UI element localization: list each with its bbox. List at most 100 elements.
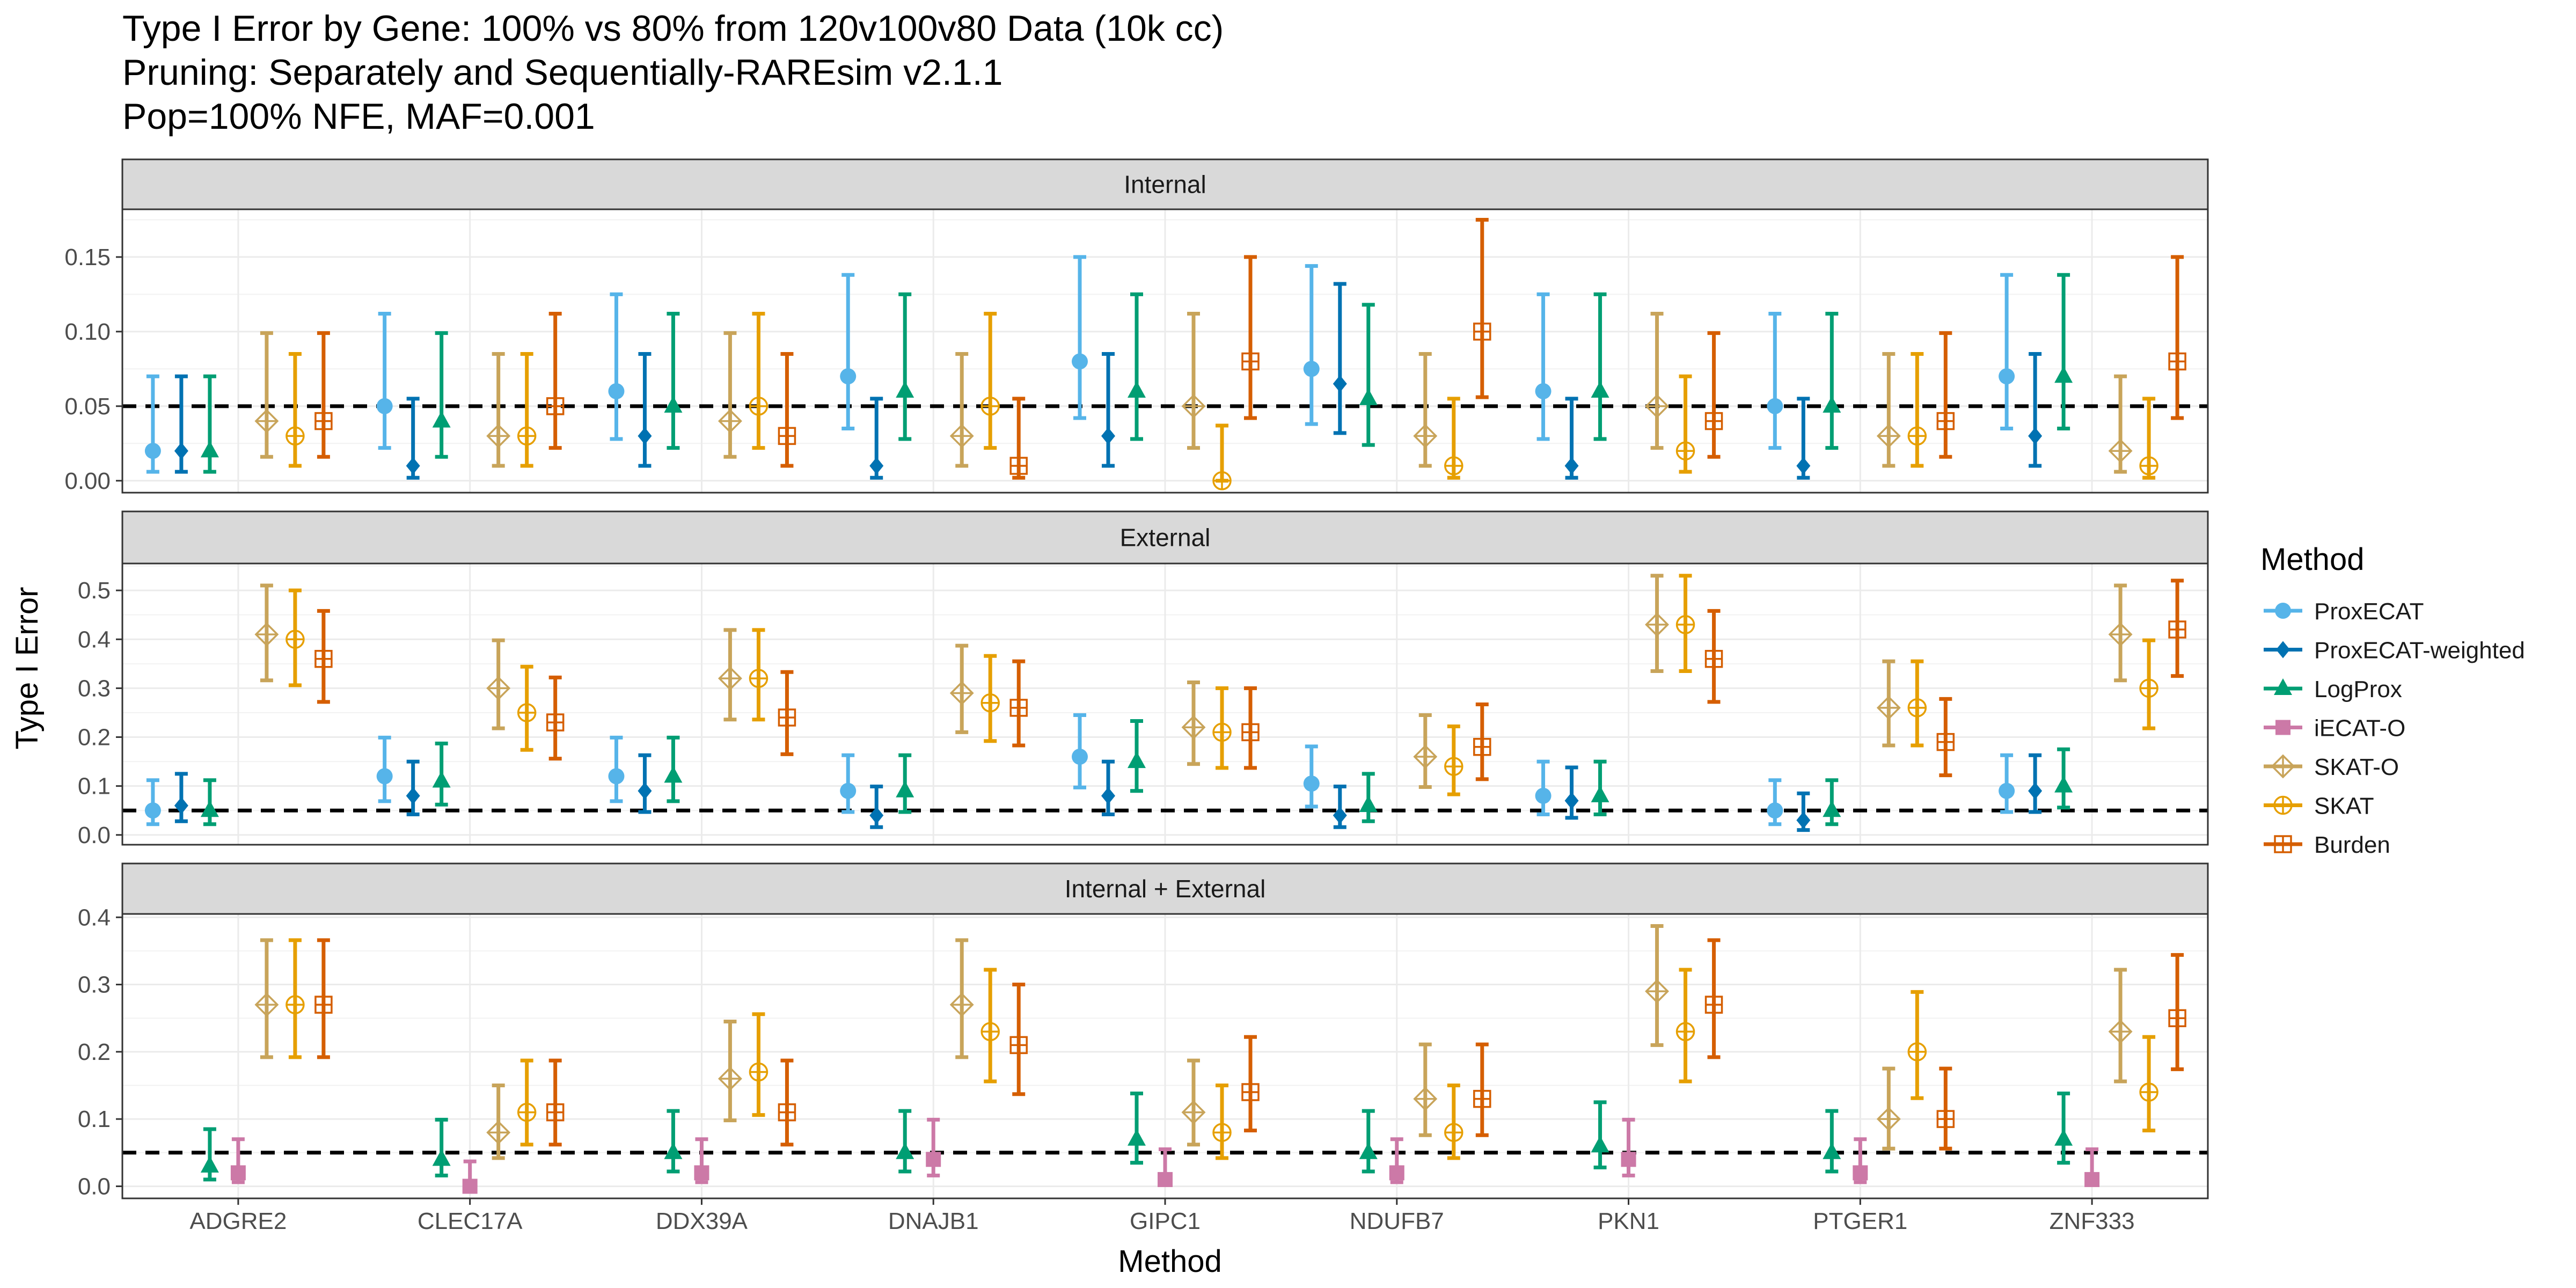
data-point <box>432 771 451 788</box>
data-point <box>980 693 1000 713</box>
series-skat-o <box>254 312 2133 474</box>
data-point <box>230 1165 246 1181</box>
data-point <box>486 676 511 700</box>
data-point <box>980 1022 1000 1042</box>
legend-item: LogProx <box>2264 676 2402 702</box>
data-point <box>664 396 683 413</box>
data-point <box>608 768 625 785</box>
legend-item: ProxECAT-weighted <box>2264 638 2525 664</box>
legend-key-symbol <box>2274 678 2292 695</box>
data-point <box>949 992 974 1017</box>
data-point <box>432 411 451 428</box>
data-point <box>1128 381 1146 398</box>
data-point <box>1241 723 1260 742</box>
y-tick-label: 0.2 <box>78 724 111 751</box>
data-point <box>2139 456 2158 475</box>
legend-item-label: ProxECAT <box>2314 598 2424 625</box>
legend-item-label: Burden <box>2314 832 2390 858</box>
y-tick-label: 0.15 <box>64 244 111 270</box>
legend-title: Method <box>2260 542 2364 577</box>
facet-panel-2: External 0.0 0.1 0.2 0.3 0.4 0.5 <box>78 510 2209 848</box>
legend-key-symbol <box>2275 720 2290 735</box>
data-point <box>1621 1152 1636 1167</box>
data-point <box>2054 366 2073 383</box>
series-logprox <box>200 1092 2073 1182</box>
data-point <box>546 713 565 731</box>
data-point <box>2028 782 2043 800</box>
data-point <box>406 457 420 474</box>
data-point <box>2168 352 2186 371</box>
series-skat <box>286 938 2158 1160</box>
data-point <box>694 1165 709 1181</box>
data-point <box>1473 323 1491 341</box>
data-point <box>462 1179 478 1194</box>
facet-strip-label: Internal <box>1124 171 1206 199</box>
data-point <box>406 787 420 804</box>
data-point <box>1473 737 1491 756</box>
series-skat <box>286 312 2158 491</box>
data-point <box>1823 396 1841 413</box>
legend-item-label: ProxECAT-weighted <box>2314 638 2525 664</box>
data-point <box>896 1142 914 1159</box>
data-point <box>638 427 652 445</box>
data-point <box>1473 1089 1491 1108</box>
data-point <box>2168 620 2186 639</box>
legend: Method ProxECAT ProxECAT-weighted LogProx i… <box>2260 542 2525 858</box>
data-point <box>254 409 279 434</box>
data-point <box>376 398 393 414</box>
data-point <box>1333 807 1347 824</box>
data-point <box>1591 785 1609 802</box>
data-point <box>286 426 305 446</box>
data-point <box>1389 1165 1404 1181</box>
data-point <box>869 807 884 824</box>
data-point <box>1101 787 1115 804</box>
legend-key-symbol <box>2273 795 2293 815</box>
data-point <box>1101 427 1115 445</box>
x-tick-label: DNAJB1 <box>888 1208 979 1234</box>
data-point <box>749 397 769 416</box>
data-point <box>314 412 333 430</box>
data-point <box>1413 1087 1438 1111</box>
series-skat <box>286 574 2158 796</box>
data-point <box>1823 1142 1841 1159</box>
data-point <box>254 992 279 1017</box>
data-point <box>1936 412 1955 430</box>
data-point <box>949 423 974 448</box>
data-point <box>1876 1107 1901 1131</box>
data-point <box>1444 456 1463 475</box>
data-point <box>2054 775 2073 793</box>
data-point <box>1704 649 1723 668</box>
data-point <box>174 797 188 815</box>
title-line-1: Type I Error by Gene: 100% vs 80% from 1… <box>122 8 1224 49</box>
data-point <box>517 426 537 446</box>
data-point <box>1704 412 1723 430</box>
x-tick-label: PKN1 <box>1598 1208 1659 1234</box>
data-point <box>664 1142 683 1159</box>
panel-border <box>121 208 2209 494</box>
data-point <box>144 802 161 819</box>
facet-strip-label: Internal + External <box>1065 875 1266 903</box>
data-point <box>1181 394 1206 419</box>
data-point <box>1128 751 1146 769</box>
data-point <box>1675 441 1695 460</box>
data-point <box>2139 678 2158 698</box>
data-point <box>778 708 796 727</box>
data-point <box>546 1103 565 1122</box>
data-point <box>314 996 333 1014</box>
data-point <box>1907 426 1927 446</box>
data-point <box>286 630 305 649</box>
x-tick-label: ADGRE2 <box>189 1208 287 1234</box>
data-point <box>608 383 625 400</box>
data-point <box>1072 748 1088 765</box>
y-tick-label: 0.10 <box>64 319 111 345</box>
data-point <box>718 666 742 691</box>
legend-key-symbol <box>2271 754 2295 779</box>
legend-key-symbol <box>2274 835 2292 853</box>
y-tick-label: 0.1 <box>78 1106 111 1132</box>
data-point <box>638 782 652 800</box>
data-point <box>718 1066 742 1091</box>
data-point <box>200 441 219 458</box>
series-logprox <box>200 273 2073 474</box>
series-proxecat <box>144 255 2015 474</box>
